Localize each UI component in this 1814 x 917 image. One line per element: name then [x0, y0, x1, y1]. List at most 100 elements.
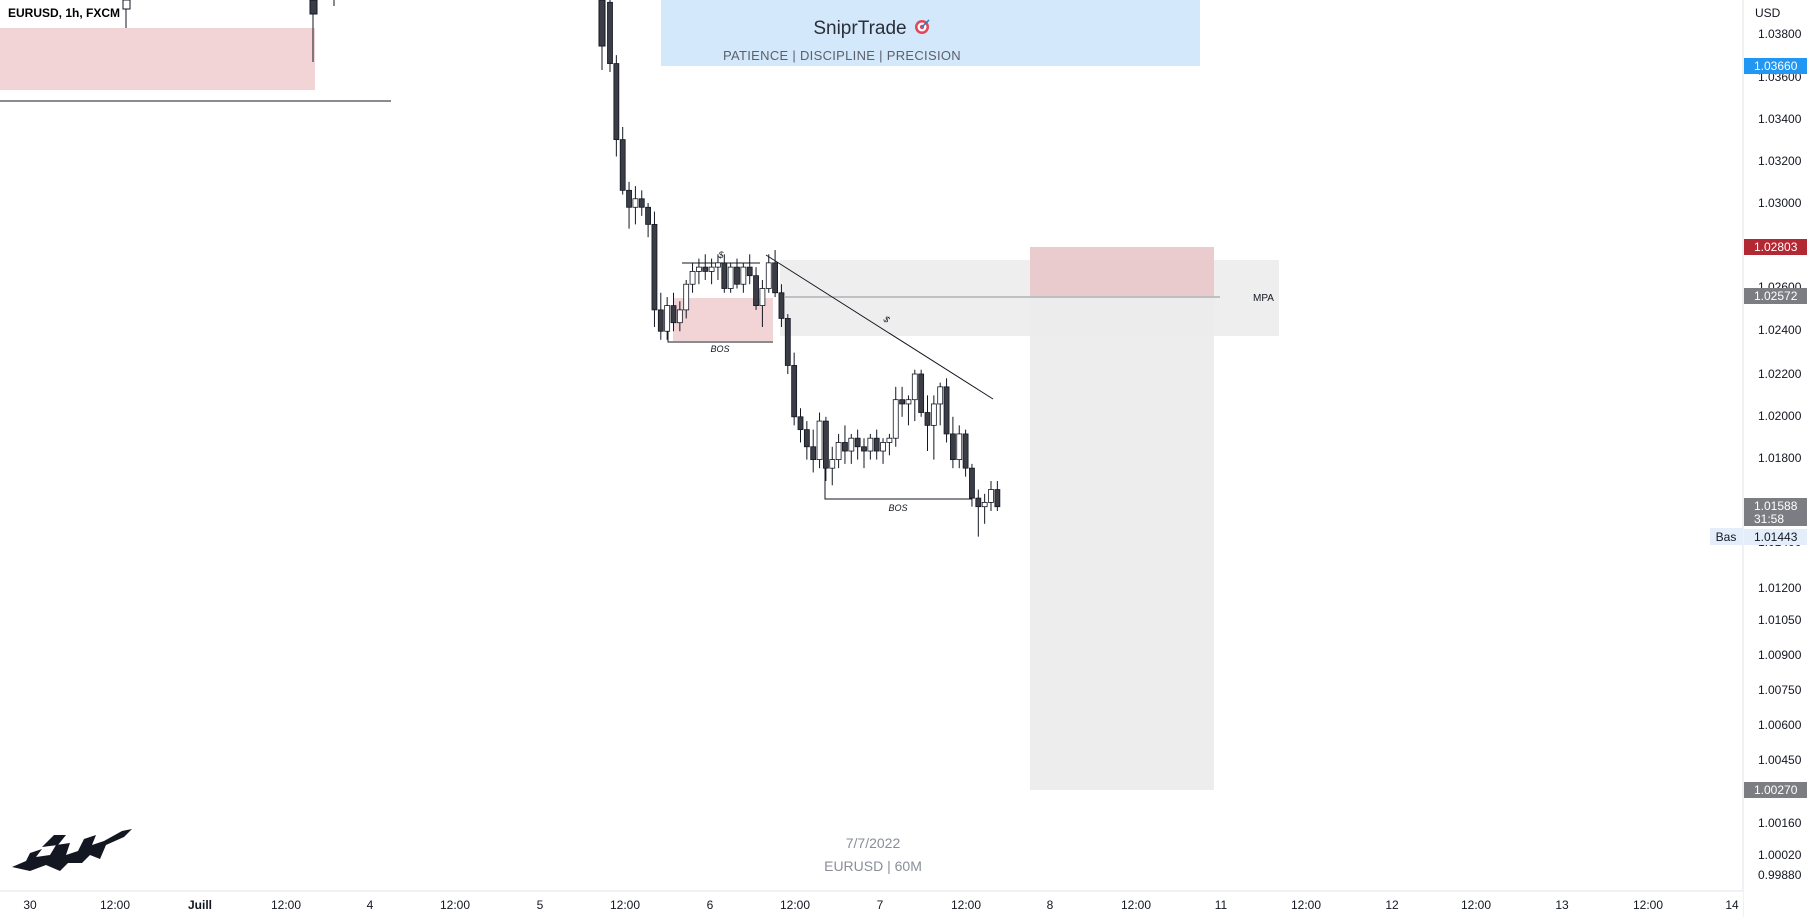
time-tick-label: 30 [23, 898, 37, 912]
price-tick-label: 1.03800 [1758, 27, 1802, 41]
price-tick-label: 1.03200 [1758, 154, 1802, 168]
time-ticks: 30 12:00 Juill 12:00 4 12:00 5 12:00 6 12:00 7 12:0… [23, 898, 1739, 912]
bos-label-right: BOS [888, 503, 907, 513]
bas-badge [1710, 528, 1743, 545]
candle-body [765, 262, 772, 289]
price-tag-value: 1.03660 [1754, 59, 1798, 73]
candle-body [956, 433, 963, 461]
candle-body [981, 501, 988, 508]
price-tag-value: 1.01588 [1754, 499, 1798, 513]
price-tag-countdown: 31:58 [1754, 512, 1784, 526]
time-tick-label: 12:00 [1291, 898, 1321, 912]
price-axis[interactable] [1743, 0, 1814, 917]
candle [740, 262, 747, 293]
time-tick-label: 12:00 [610, 898, 640, 912]
candle [784, 314, 791, 374]
candle-body [734, 266, 740, 285]
candle [975, 489, 982, 537]
watermark-date: 7/7/2022 [846, 835, 901, 851]
candle [645, 203, 651, 238]
price-tag-value: 1.02572 [1754, 289, 1798, 303]
candle [696, 258, 702, 285]
candle [918, 369, 925, 417]
candle [727, 262, 734, 293]
candle-body [924, 412, 931, 426]
candle-body [988, 489, 994, 503]
time-tick-label: 5 [537, 898, 544, 912]
trendline-label: $ [881, 313, 892, 325]
candle [721, 254, 728, 293]
candle-body [854, 437, 861, 448]
candle-body [670, 305, 677, 324]
candle-body [689, 270, 696, 285]
candle-body [899, 399, 905, 405]
candle-body [708, 266, 715, 272]
candle [994, 481, 1001, 511]
price-tick-label: 1.01200 [1758, 581, 1802, 595]
supply-zone-upper-left [0, 28, 315, 90]
bos-label-left: BOS [710, 344, 729, 354]
price-tick-label: 1.02200 [1758, 367, 1802, 381]
symbol-info: EURUSD, 1h, FXCM [8, 6, 120, 20]
selloff-candle [598, 0, 606, 47]
target-zone [1030, 247, 1214, 790]
candle [943, 378, 950, 443]
price-tag-value: 1.02803 [1754, 240, 1798, 254]
candle [956, 425, 963, 469]
candle-body [892, 399, 899, 439]
candle-body [911, 373, 918, 401]
candle [638, 190, 645, 216]
candle [816, 412, 823, 469]
candle-body [772, 262, 778, 294]
time-tick-label: 12:00 [1633, 898, 1663, 912]
candle-body [797, 416, 804, 431]
candle [854, 429, 861, 460]
price-tick-label: 1.00900 [1758, 648, 1802, 662]
time-tick-label: Juill [188, 898, 212, 912]
candle-body [962, 433, 969, 469]
brand-logo [12, 829, 132, 871]
candle-body [803, 429, 810, 448]
price-tick-label: 1.03400 [1758, 112, 1802, 126]
candle-body [791, 365, 798, 418]
candle [899, 386, 905, 417]
candle-body [930, 403, 937, 426]
price-tick-label: 1.02400 [1758, 323, 1802, 337]
candle [676, 301, 683, 332]
candle-body [823, 420, 829, 469]
price-tick-label: 1.02000 [1758, 409, 1802, 423]
candle [619, 126, 626, 195]
candle [657, 292, 664, 340]
candle-body [810, 446, 817, 461]
candle-body [886, 437, 893, 443]
time-tick-label: 11 [1215, 898, 1228, 912]
stop-zone [1030, 247, 1214, 296]
mpa-label: MPA [1253, 293, 1274, 304]
candle-body [638, 198, 645, 208]
time-tick-label: 7 [877, 898, 884, 912]
price-axis-currency: USD [1755, 6, 1781, 20]
candle [823, 416, 829, 481]
candle [880, 438, 886, 464]
candle-body [702, 266, 709, 272]
time-tick-label: 12:00 [100, 898, 130, 912]
candle [810, 429, 817, 473]
candle [905, 395, 912, 426]
time-tick-label: 12:00 [440, 898, 470, 912]
watermark-label: EURUSD | 60M [824, 858, 922, 874]
candle [892, 386, 899, 447]
candle-body [676, 309, 683, 324]
candle-body [721, 262, 728, 289]
candle [861, 438, 867, 469]
candle [708, 258, 715, 285]
banner-subtitle: PATIENCE | DISCIPLINE | PRECISION [723, 48, 961, 63]
candle-body [645, 206, 651, 225]
candle [950, 416, 956, 469]
candle [689, 262, 696, 293]
candle [803, 421, 810, 460]
candle-body [683, 283, 690, 311]
candle [886, 433, 893, 456]
candle-body [664, 305, 671, 332]
time-axis[interactable] [0, 891, 1743, 917]
